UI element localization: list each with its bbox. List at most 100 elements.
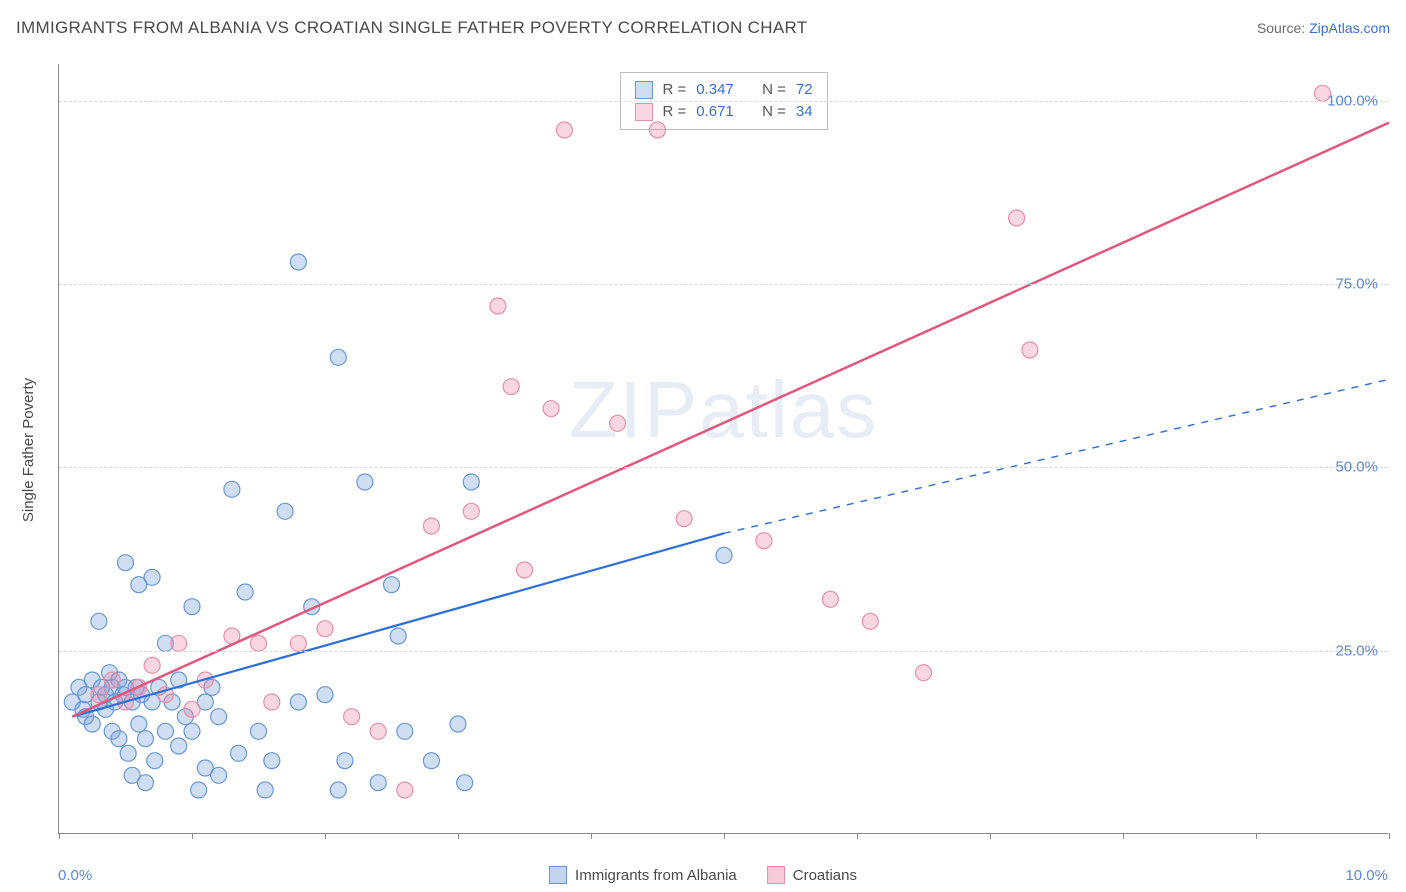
data-point [822,591,838,607]
x-tick [990,833,991,839]
trend-line-extrapolated [724,379,1389,533]
data-point [610,415,626,431]
data-point [344,709,360,725]
data-point [450,716,466,732]
legend-label: Immigrants from Albania [575,867,737,884]
data-point [184,599,200,615]
data-point [157,723,173,739]
data-point [144,569,160,585]
scatter-svg [59,64,1388,833]
data-point [211,709,227,725]
data-point [277,503,293,519]
data-point [290,635,306,651]
legend-item: Croatians [767,866,857,884]
data-point [463,474,479,490]
data-point [137,775,153,791]
legend-label: Croatians [793,867,857,884]
data-point [676,511,692,527]
x-tick [59,833,60,839]
data-point [118,555,134,571]
data-point [457,775,473,791]
data-point [111,731,127,747]
data-point [137,731,153,747]
chart-container: Single Father Poverty ZIPatlas R = 0.347… [0,50,1406,892]
x-tick [724,833,725,839]
data-point [370,775,386,791]
data-point [337,753,353,769]
legend-item: Immigrants from Albania [549,866,737,884]
y-tick-label: 25.0% [1335,642,1378,659]
x-tick [1123,833,1124,839]
data-point [290,254,306,270]
legend-swatch [767,866,785,884]
data-point [716,547,732,563]
y-tick-label: 75.0% [1335,276,1378,293]
data-point [257,782,273,798]
data-point [397,782,413,798]
legend-swatch [549,866,567,884]
chart-title: IMMIGRANTS FROM ALBANIA VS CROATIAN SING… [16,18,807,38]
data-point [224,481,240,497]
data-point [91,613,107,629]
x-tick [857,833,858,839]
x-tick [1389,833,1390,839]
x-tick [458,833,459,839]
data-point [390,628,406,644]
data-point [503,379,519,395]
data-point [397,723,413,739]
data-point [517,562,533,578]
plot-area: ZIPatlas R = 0.347 N = 72R = 0.671 N = 3… [58,64,1388,834]
data-point [144,657,160,673]
x-tick [1256,833,1257,839]
data-point [463,503,479,519]
data-point [916,665,932,681]
data-point [231,745,247,761]
data-point [423,518,439,534]
grid-line [59,101,1388,102]
data-point [490,298,506,314]
data-point [251,723,267,739]
data-point [251,635,267,651]
data-point [556,122,572,138]
grid-line [59,651,1388,652]
trend-line [72,123,1389,717]
data-point [330,782,346,798]
x-tick [192,833,193,839]
x-axis-max-label: 10.0% [1345,867,1388,884]
x-tick [591,833,592,839]
data-point [543,401,559,417]
data-point [423,753,439,769]
data-point [264,753,280,769]
data-point [84,716,100,732]
data-point [317,621,333,637]
source-link[interactable]: ZipAtlas.com [1309,20,1390,36]
data-point [91,687,107,703]
trend-line [72,533,724,716]
data-point [317,687,333,703]
data-point [370,723,386,739]
grid-line [59,284,1388,285]
data-point [120,745,136,761]
data-point [264,694,280,710]
data-point [290,694,306,710]
data-point [171,635,187,651]
data-point [211,767,227,783]
x-axis-min-label: 0.0% [58,867,92,884]
data-point [357,474,373,490]
data-point [104,672,120,688]
data-point [862,613,878,629]
data-point [171,738,187,754]
data-point [650,122,666,138]
data-point [184,701,200,717]
grid-line [59,467,1388,468]
y-tick-label: 100.0% [1327,92,1378,109]
source-attribution: Source: ZipAtlas.com [1257,20,1390,36]
data-point [147,753,163,769]
data-point [237,584,253,600]
data-point [184,723,200,739]
x-tick [325,833,326,839]
data-point [1009,210,1025,226]
data-point [1022,342,1038,358]
legend-series: Immigrants from Albania Croatians [549,866,857,884]
data-point [384,577,400,593]
